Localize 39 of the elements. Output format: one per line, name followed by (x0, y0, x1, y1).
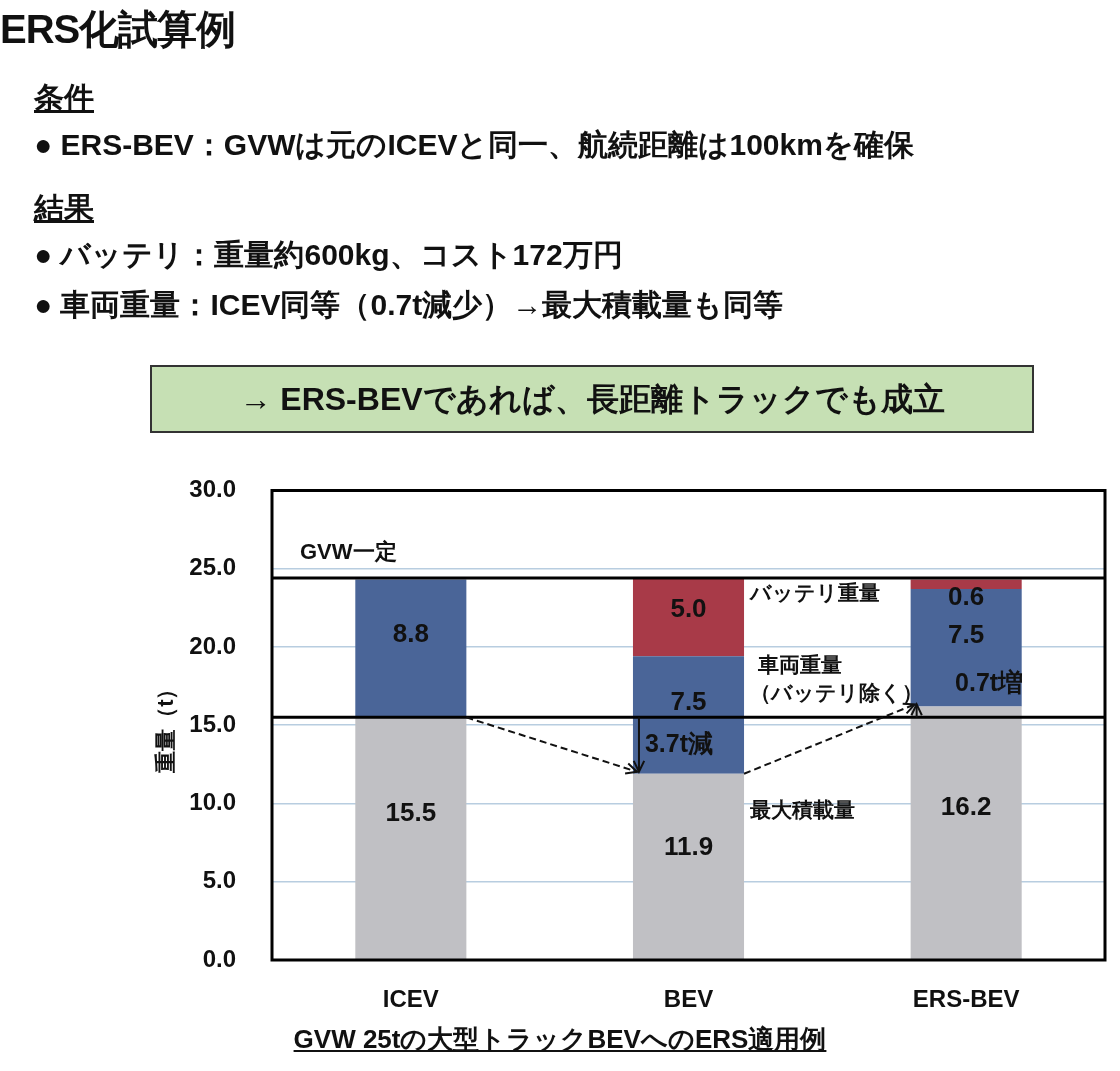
data-label: 7.5 (670, 686, 707, 717)
y-tick-label: 20.0 (189, 631, 236, 659)
series-label: バッテリ重量 (749, 580, 881, 604)
x-tick-label: ICEV (382, 985, 439, 1013)
y-axis-title: 重量（t） (153, 677, 179, 774)
data-label: 11.9 (663, 831, 714, 862)
series-label: 最大積載量 (749, 797, 856, 821)
data-label: 16.2 (940, 790, 992, 821)
x-tick-label: BEV (663, 985, 714, 1013)
y-tick-label: 5.0 (202, 866, 236, 894)
ref-line-label: GVW一定 (300, 539, 397, 565)
bar (910, 706, 1022, 960)
y-tick-label: 25.0 (189, 553, 236, 581)
data-label: 15.5 (385, 797, 437, 828)
y-tick-label: 30.0 (189, 475, 236, 503)
bar (632, 773, 745, 960)
y-tick-label: 0.0 (202, 944, 236, 972)
text: ● 車両重量：ICEV同等（0.7t減少）→最大積載量も同等 (34, 287, 784, 323)
x-axis-title: GVW 25tの大型トラックBEVへのERS適用例 (292, 1023, 828, 1056)
text: ● ERS-BEV：GVWは元のICEVと同一、航続距離は100kmを確保 (34, 127, 914, 163)
bar (355, 579, 467, 718)
annotation: 3.7t減 (644, 729, 714, 758)
series-label: 車両重量（バッテリ除く） (750, 652, 924, 705)
data-label: 5.0 (670, 592, 707, 623)
annotation: 0.7t増 (955, 668, 1024, 697)
data-label: 0.6 (948, 580, 985, 611)
data-label: 7.5 (948, 619, 985, 650)
text: 条件 (34, 80, 94, 116)
data-label: 8.8 (392, 617, 429, 648)
text: → ERS-BEVであれば、長距離トラックでも成立 (150, 365, 1034, 433)
y-tick-label: 15.0 (189, 709, 236, 737)
x-tick-label: ERS-BEV (912, 985, 1020, 1013)
bar (632, 656, 745, 774)
text: ● バッテリ：重量約600kg、コスト172万円 (34, 237, 623, 273)
y-tick-label: 10.0 (189, 788, 236, 816)
bar (355, 717, 467, 960)
text: 結果 (34, 190, 94, 226)
bar (632, 578, 745, 657)
chart-title: ERS化試算例 (0, 6, 236, 53)
